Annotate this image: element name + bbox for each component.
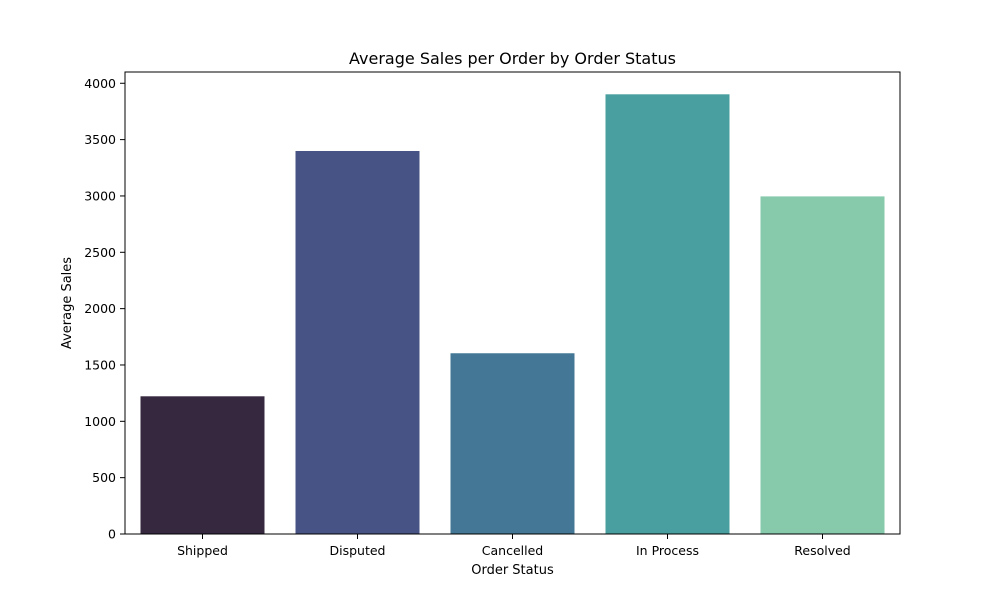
- y-tick-label: 2500: [84, 245, 116, 260]
- bar-resolved: [760, 196, 885, 534]
- y-tick-label: 3500: [84, 132, 116, 147]
- y-tick-label: 2000: [84, 301, 116, 316]
- y-tick-label: 0: [108, 527, 116, 542]
- bar-shipped: [140, 396, 265, 534]
- y-tick-label: 1000: [84, 414, 116, 429]
- x-tick-label: Shipped: [177, 543, 228, 558]
- y-axis-ticks: 0 500 1000 1500 2000 2500 3000 3500 4000: [84, 76, 125, 542]
- bar-cancelled: [450, 353, 575, 534]
- y-axis-label: Average Sales: [60, 257, 75, 349]
- y-tick-label: 500: [92, 470, 116, 485]
- bar-in-process: [605, 94, 730, 534]
- x-tick-label: Cancelled: [482, 543, 543, 558]
- x-tick-label: Resolved: [794, 543, 850, 558]
- bars-group: [140, 94, 885, 535]
- chart-title: Average Sales per Order by Order Status: [349, 49, 676, 68]
- plot-frame: [124, 71, 901, 535]
- bar-disputed: [295, 150, 420, 535]
- x-tick-label: In Process: [636, 543, 699, 558]
- x-tick-label: Disputed: [330, 543, 386, 558]
- x-axis-label: Order Status: [471, 563, 554, 578]
- y-tick-label: 1500: [84, 357, 116, 372]
- x-axis-ticks: Shipped Disputed Cancelled In Process Resolv…: [177, 534, 851, 558]
- y-tick-label: 4000: [84, 76, 116, 91]
- y-tick-label: 3000: [84, 188, 116, 203]
